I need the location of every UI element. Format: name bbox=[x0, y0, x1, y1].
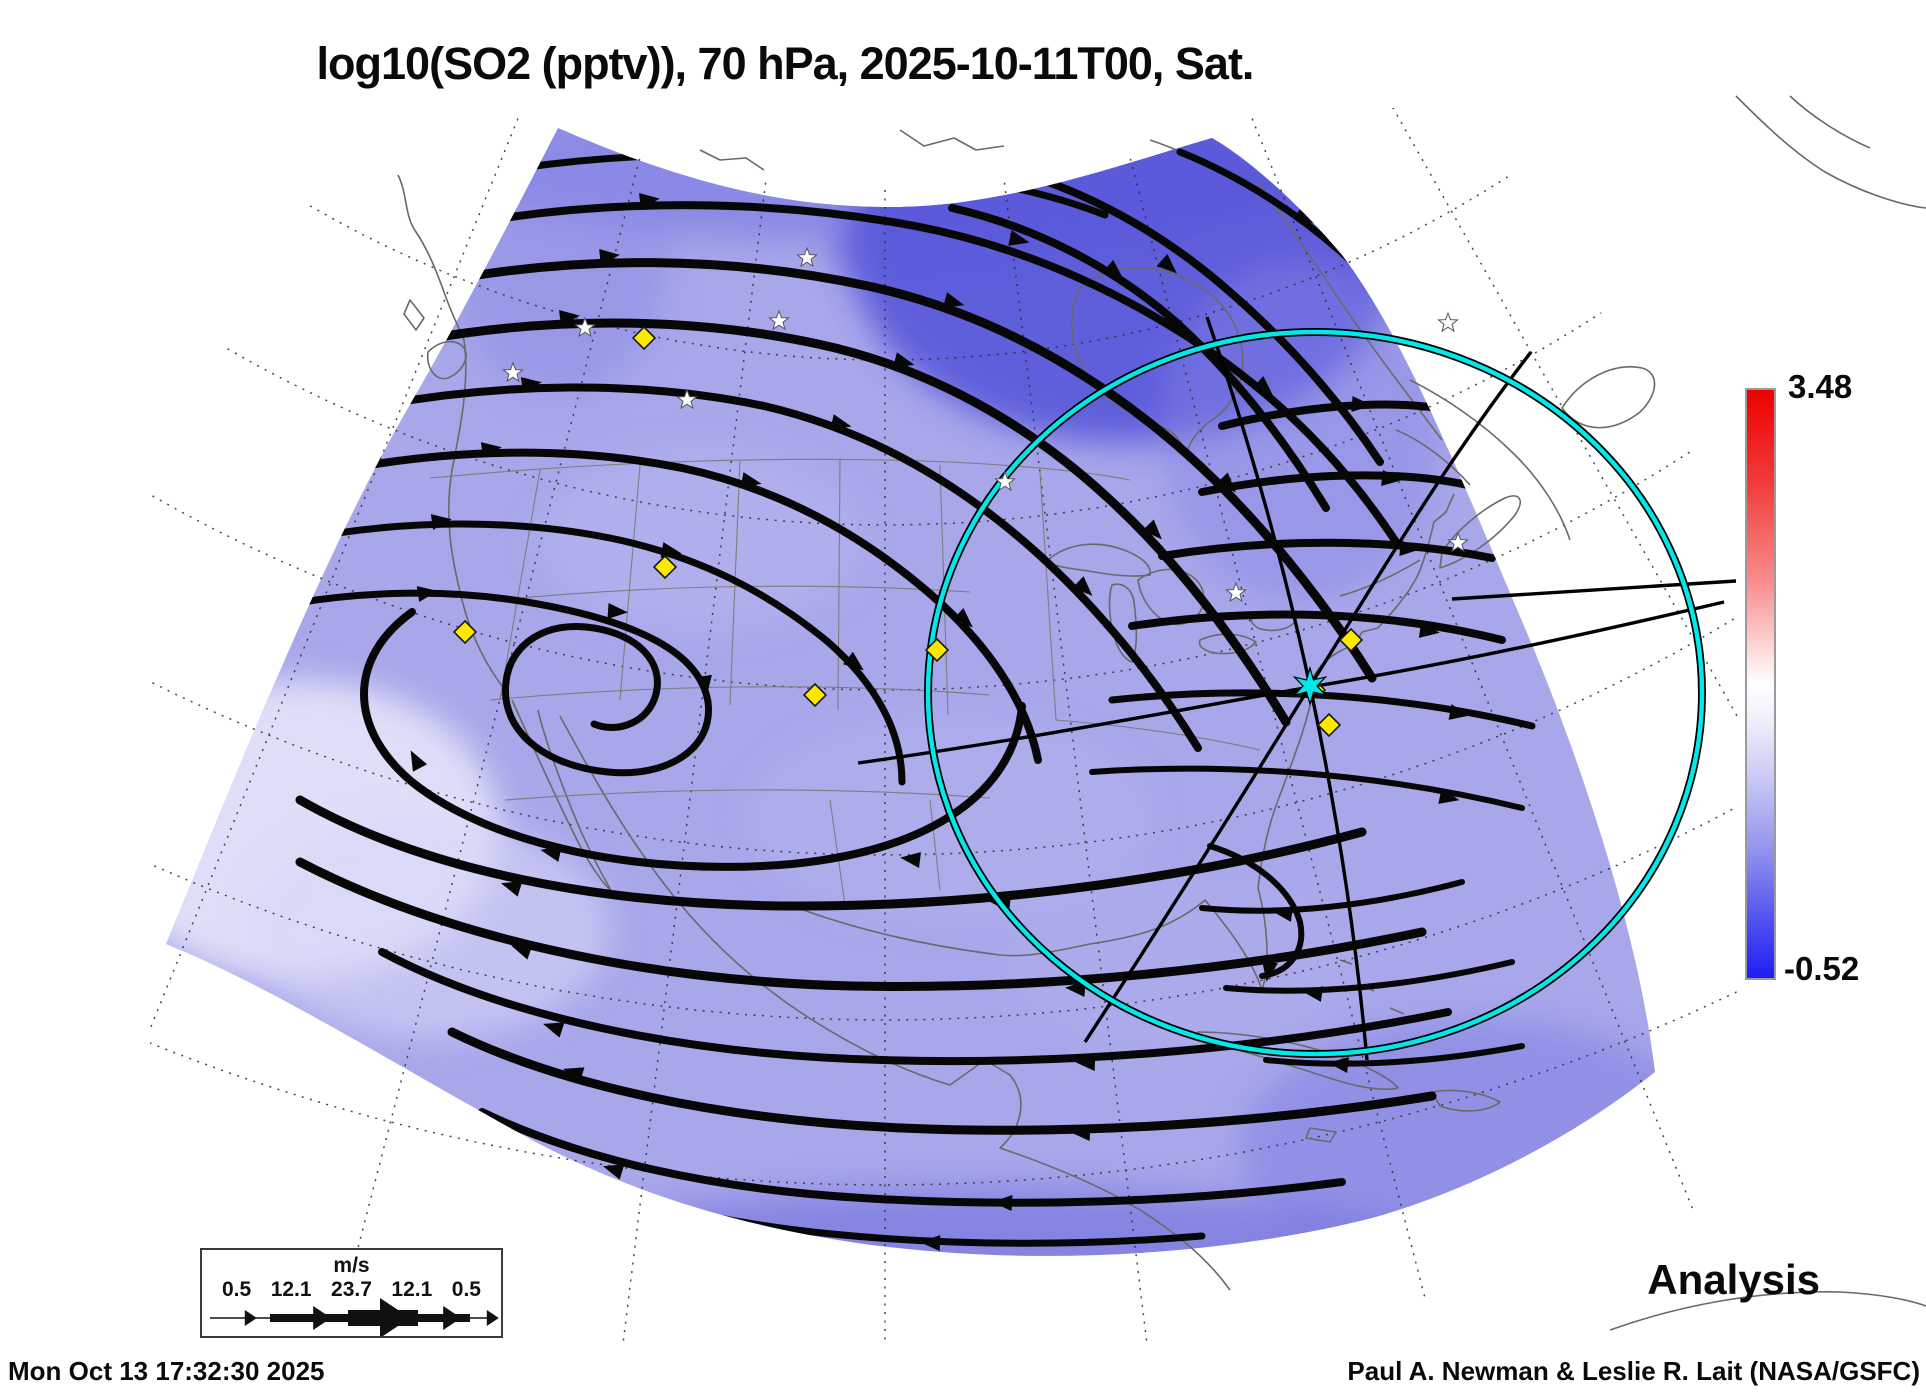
cyan-star-marker bbox=[1292, 665, 1328, 707]
white-star-marker bbox=[502, 361, 524, 383]
white-star-marker bbox=[1447, 531, 1469, 553]
white-star-marker bbox=[994, 470, 1016, 492]
white-star-marker bbox=[676, 388, 698, 410]
wind-speed-value: 23.7 bbox=[331, 1278, 372, 1301]
coastlines bbox=[397, 95, 1926, 1331]
yellow-diamond-marker bbox=[802, 682, 828, 708]
white-star-marker bbox=[1437, 311, 1459, 333]
page-title: log10(SO2 (pptv)), 70 hPa, 2025-10-11T00… bbox=[316, 38, 1255, 89]
wind-legend-title: m/s bbox=[333, 1254, 370, 1277]
site-markers bbox=[452, 246, 1469, 738]
white-star-marker bbox=[768, 309, 790, 331]
timestamp: Mon Oct 13 17:32:30 2025 bbox=[8, 1356, 325, 1386]
data-fan bbox=[166, 128, 1655, 1256]
wind-speed-value: 12.1 bbox=[270, 1278, 312, 1301]
analysis-label: Analysis bbox=[1647, 1256, 1820, 1303]
white-star-marker bbox=[796, 246, 818, 268]
yellow-diamond-marker bbox=[631, 325, 657, 351]
wind-streamlines bbox=[264, 144, 1536, 1251]
wind-legend-values: 0.5 12.1 23.7 12.1 0.5 bbox=[202, 1278, 501, 1302]
wind-scale-arrow bbox=[210, 1298, 499, 1336]
wind-speed-value: 0.5 bbox=[222, 1278, 252, 1301]
white-star-marker bbox=[1225, 581, 1247, 603]
colorbar-max-label: 3.48 bbox=[1788, 368, 1853, 405]
yellow-diamond-marker bbox=[452, 619, 478, 645]
colorbar bbox=[1745, 388, 1776, 980]
wind-legend: m/s 0.5 12.1 23.7 12.1 0.5 bbox=[200, 1248, 503, 1338]
white-star-marker bbox=[574, 316, 596, 338]
graticule bbox=[150, 108, 1738, 1346]
yellow-diamond-marker bbox=[652, 554, 678, 580]
colorbar-min-label: -0.52 bbox=[1784, 950, 1860, 987]
yellow-diamond-marker bbox=[924, 637, 950, 663]
yellow-diamond-marker bbox=[1316, 712, 1342, 738]
yellow-diamond-marker bbox=[1338, 627, 1364, 653]
wind-speed-value: 12.1 bbox=[391, 1278, 433, 1301]
wind-speed-value: 0.5 bbox=[451, 1278, 481, 1301]
range-circle bbox=[924, 328, 1706, 1058]
attribution: Paul A. Newman & Leslie R. Lait (NASA/GS… bbox=[1347, 1356, 1920, 1386]
